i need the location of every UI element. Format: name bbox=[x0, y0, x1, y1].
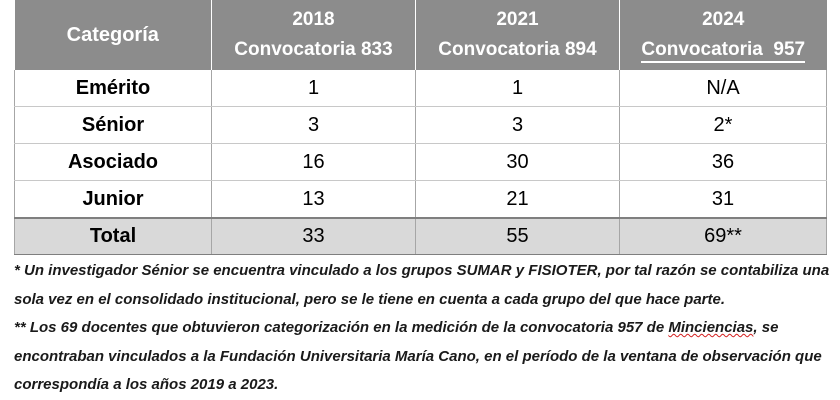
cell-value: 36 bbox=[619, 143, 827, 181]
categorization-table-container: Categoría 2018 Convocatoria 833 2021 Con… bbox=[14, 0, 827, 255]
cell-value: 13 bbox=[211, 180, 416, 219]
cell-value: 30 bbox=[415, 143, 620, 181]
header-call: Convocatoria 894 bbox=[438, 39, 597, 60]
header-year: 2018 bbox=[292, 9, 335, 30]
cell-value: 2* bbox=[619, 106, 827, 144]
cell-value: 1 bbox=[211, 70, 416, 107]
cell-value: 21 bbox=[415, 180, 620, 219]
table-row: Junior 13 21 31 bbox=[14, 180, 827, 219]
total-row: Total 33 55 69** bbox=[14, 217, 827, 255]
row-category: Junior bbox=[14, 180, 212, 219]
cell-value: 3 bbox=[415, 106, 620, 144]
row-category: Emérito bbox=[14, 70, 212, 107]
header-year: 2021 bbox=[496, 9, 539, 30]
row-category: Asociado bbox=[14, 143, 212, 181]
header-category: Categoría bbox=[14, 0, 212, 70]
header-col-2018: 2018 Convocatoria 833 bbox=[211, 0, 416, 70]
cell-value: 16 bbox=[211, 143, 416, 181]
total-label: Total bbox=[14, 217, 212, 255]
header-call: Convocatoria 833 bbox=[234, 39, 393, 60]
cell-value: 3 bbox=[211, 106, 416, 144]
spellcheck-word: Minciencias bbox=[668, 319, 754, 336]
table-header-row: Categoría 2018 Convocatoria 833 2021 Con… bbox=[14, 0, 827, 70]
footnote-2-text: ** Los 69 docentes que obtuvieron catego… bbox=[14, 319, 669, 336]
table-row: Emérito 1 1 N/A bbox=[14, 70, 827, 107]
table-row: Asociado 16 30 36 bbox=[14, 143, 827, 181]
total-value: 55 bbox=[415, 217, 620, 255]
footnotes: * Un investigador Sénior se encuentra vi… bbox=[14, 257, 834, 400]
footnote-2: ** Los 69 docentes que obtuvieron catego… bbox=[14, 314, 834, 400]
cell-value: 31 bbox=[619, 180, 827, 219]
total-value: 69** bbox=[619, 217, 827, 255]
header-call: Convocatoria 957 bbox=[641, 39, 806, 63]
categorization-table: Categoría 2018 Convocatoria 833 2021 Con… bbox=[14, 0, 827, 255]
table-row: Sénior 3 3 2* bbox=[14, 106, 827, 144]
header-col-2021: 2021 Convocatoria 894 bbox=[415, 0, 620, 70]
footnote-2-text-end: , se encontraban vinculados a la Fundaci… bbox=[14, 319, 822, 393]
total-value: 33 bbox=[211, 217, 416, 255]
header-year: 2024 bbox=[702, 9, 745, 30]
cell-value: 1 bbox=[415, 70, 620, 107]
cell-value: N/A bbox=[619, 70, 827, 107]
footnote-1: * Un investigador Sénior se encuentra vi… bbox=[14, 262, 830, 308]
header-col-2024: 2024 Convocatoria 957 bbox=[619, 0, 827, 70]
row-category: Sénior bbox=[14, 106, 212, 144]
